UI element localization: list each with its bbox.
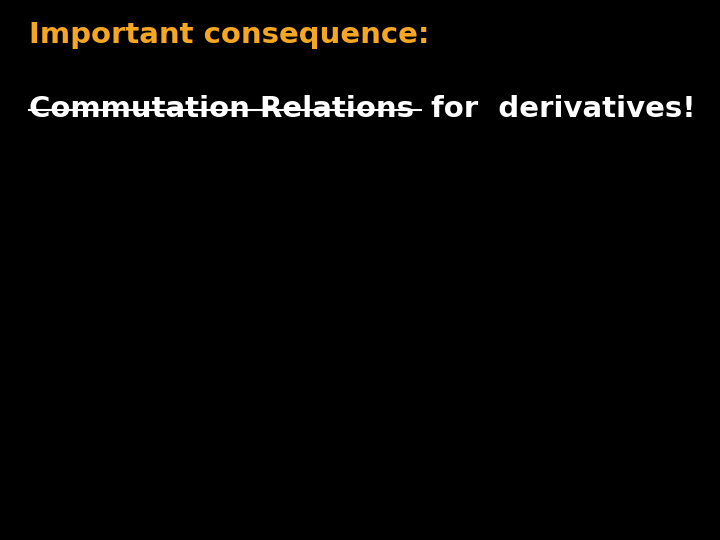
Text: $\delta\!\left(\dfrac{\partial Q}{\partial t}\right) = \dfrac{\partial\,\delta Q: $\delta\!\left(\dfrac{\partial Q}{\parti… <box>102 212 618 258</box>
Text: for  derivatives!: for derivatives! <box>421 95 696 123</box>
Text: Moving with
the flow: Moving with the flow <box>532 406 642 445</box>
Text: All at a $\it{fixed}$ position in
the coordinate grid: All at a $\it{fixed}$ position in the co… <box>135 404 348 447</box>
Text: Commutation Relations: Commutation Relations <box>29 95 414 123</box>
Text: Important consequence:: Important consequence: <box>29 21 429 49</box>
